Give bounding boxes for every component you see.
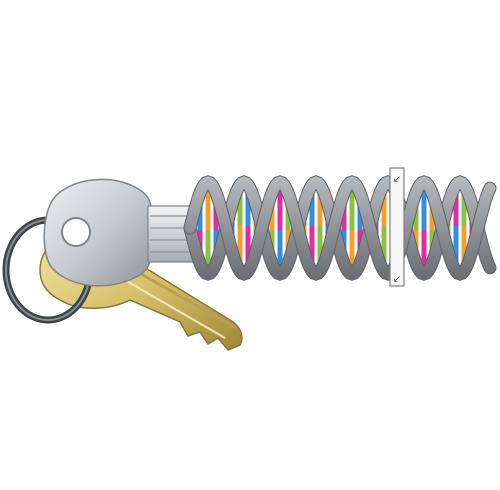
- silver-key-icon: [43, 178, 197, 287]
- marker-top-glyph: ↙: [393, 174, 401, 185]
- dna-strand-b: [184, 176, 496, 280]
- dna-helix-icon: [183, 175, 497, 281]
- marker-bottom-glyph: ↙: [393, 274, 401, 285]
- helix-marker: ↙ ↙: [389, 167, 405, 287]
